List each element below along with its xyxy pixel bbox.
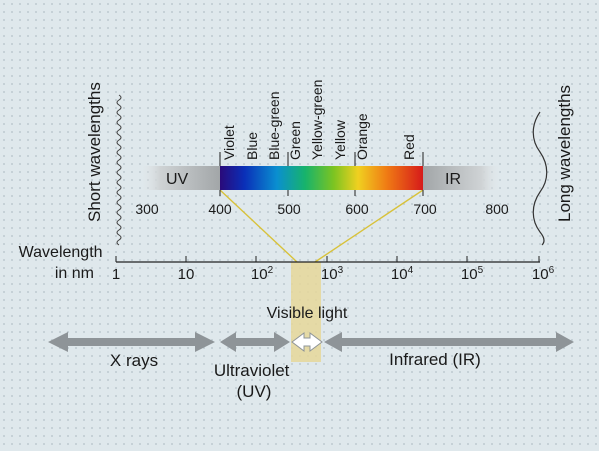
wavelength-axis-ticks: [115, 256, 540, 262]
band-label-orange: Orange: [354, 113, 370, 160]
axis-tick-10-5: 105: [461, 265, 484, 283]
wavelength-axis-label: Wavelength in nm: [19, 244, 107, 282]
long-wavelengths-label: Long wavelengths: [555, 85, 574, 222]
spectrum-tick-600: 600: [345, 201, 369, 217]
long-wave-icon: [532, 111, 548, 246]
connector-line-right: [314, 189, 424, 263]
band-label-yellow: Yellow: [332, 119, 348, 160]
axis-tick-10-4: 104: [391, 265, 414, 283]
visible-arrow-icon: [291, 332, 323, 352]
spectrum-tick-labels: 300 400 500 600 700 800: [135, 201, 509, 217]
band-label-violet: Violet: [221, 125, 237, 160]
band-label-red: Red: [401, 134, 417, 160]
infrared-arrow: [324, 332, 574, 352]
spectrum-bar: UV IR: [140, 166, 501, 190]
band-tick-marks: [219, 152, 424, 196]
visible-light-label: Visible light: [267, 305, 348, 322]
ultraviolet-arrow: [220, 332, 290, 352]
axis-tick-10-6: 106: [532, 265, 555, 283]
spectrum-tick-500: 500: [277, 201, 301, 217]
visible-band-labels: Violet Blue Blue-green Green Yellow-gree…: [221, 80, 417, 160]
uv-segment: [140, 166, 220, 190]
spectrum-tick-800: 800: [485, 201, 509, 217]
wavelength-axis-tick-labels: 1 10 102 103 104 105 106: [112, 265, 555, 283]
axis-tick-10-3: 103: [321, 265, 344, 283]
band-label-green: Green: [287, 121, 303, 160]
band-label-blue: Blue: [244, 132, 260, 160]
ir-segment-label: IR: [445, 171, 461, 188]
infrared-label: Infrared (IR): [389, 350, 481, 369]
ultraviolet-label: Ultraviolet (UV): [214, 361, 294, 401]
band-label-blue-green: Blue-green: [266, 92, 282, 161]
short-wave-icon: [116, 94, 122, 246]
x-rays-label: X rays: [110, 351, 158, 370]
axis-tick-10: 10: [178, 266, 195, 283]
short-wavelengths-label: Short wavelengths: [85, 82, 104, 222]
visible-segment: [220, 166, 423, 190]
ir-segment: [423, 166, 501, 190]
axis-tick-1: 1: [112, 266, 120, 283]
band-label-yellow-green: Yellow-green: [309, 80, 325, 160]
x-rays-arrow: [48, 332, 215, 352]
spectrum-tick-700: 700: [413, 201, 437, 217]
connector-line-left: [219, 189, 298, 263]
axis-tick-10-2: 102: [251, 265, 274, 283]
spectrum-tick-400: 400: [208, 201, 232, 217]
uv-segment-label: UV: [166, 171, 189, 188]
spectrum-tick-300: 300: [135, 201, 159, 217]
